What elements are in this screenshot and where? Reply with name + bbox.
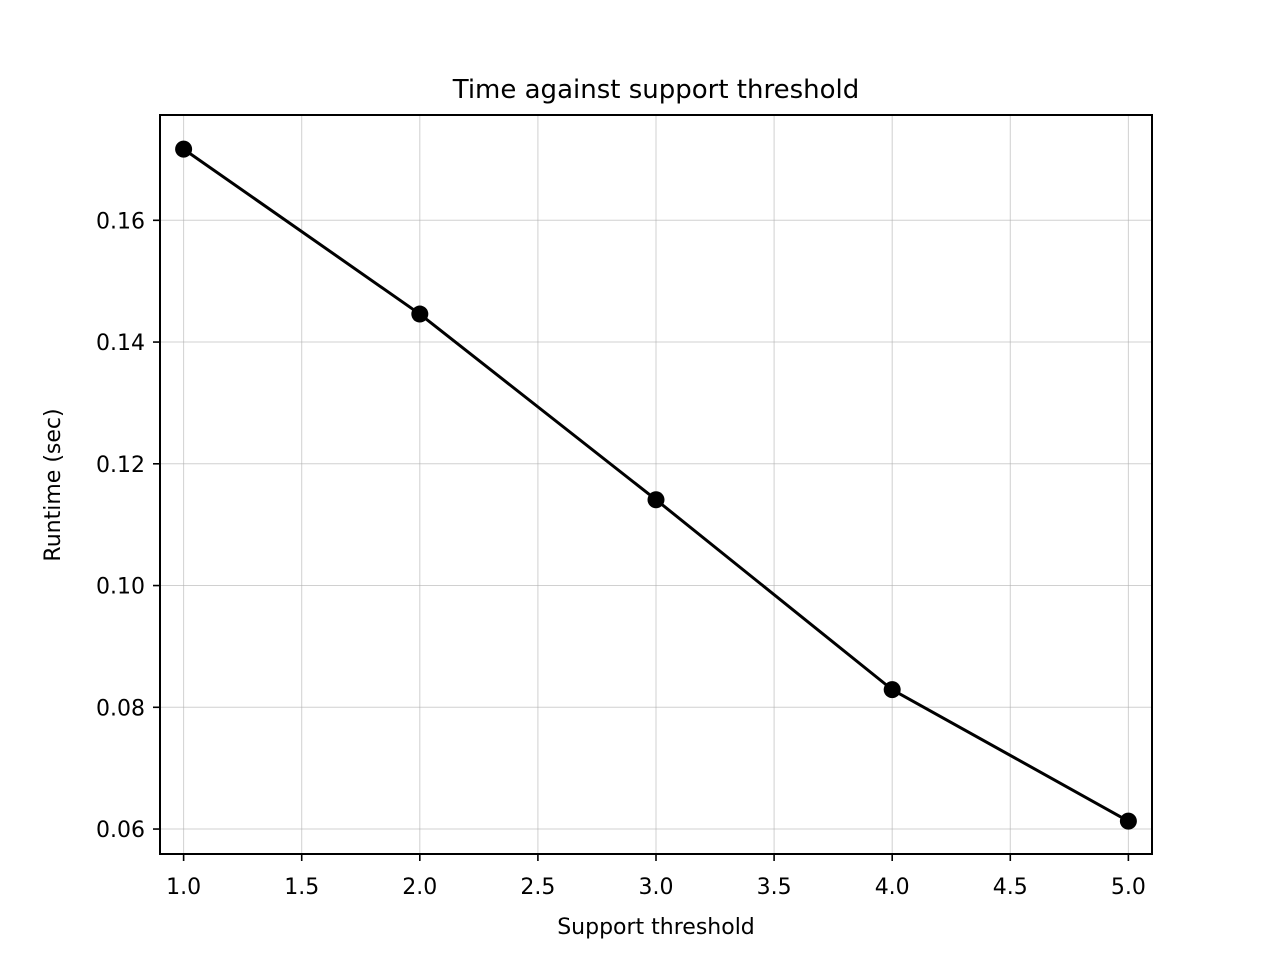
- y-axis-label: Runtime (sec): [41, 408, 66, 561]
- x-tick-label: 5.0: [1111, 875, 1146, 900]
- series-layer: [175, 140, 1137, 830]
- x-tick-label: 3.5: [757, 875, 792, 900]
- y-axis-ticks: 0.06 0.08 0.10 0.12 0.14 0.16: [96, 209, 160, 843]
- y-tick-label: 0.08: [96, 696, 145, 721]
- data-point: [411, 305, 429, 323]
- x-tick-label: 4.5: [993, 875, 1028, 900]
- data-point: [647, 491, 665, 509]
- y-tick-label: 0.10: [96, 575, 145, 600]
- x-tick-label: 2.0: [402, 875, 437, 900]
- x-tick-label: 1.5: [284, 875, 319, 900]
- y-tick-label: 0.14: [96, 331, 145, 356]
- x-axis-ticks: 1.0 1.5 2.0 2.5 3.0 3.5 4.0 4.5 5.0: [166, 854, 1146, 900]
- y-tick-label: 0.06: [96, 818, 145, 843]
- x-tick-label: 4.0: [875, 875, 910, 900]
- chart-title: Time against support threshold: [452, 75, 860, 105]
- data-point: [1119, 812, 1137, 830]
- x-tick-label: 2.5: [520, 875, 555, 900]
- x-tick-label: 1.0: [166, 875, 201, 900]
- x-tick-label: 3.0: [639, 875, 674, 900]
- data-point: [883, 681, 901, 699]
- y-tick-label: 0.12: [96, 453, 145, 478]
- data-point: [175, 140, 193, 158]
- x-axis-label: Support threshold: [557, 915, 755, 940]
- grid-lines: [160, 115, 1152, 854]
- y-tick-label: 0.16: [96, 209, 145, 234]
